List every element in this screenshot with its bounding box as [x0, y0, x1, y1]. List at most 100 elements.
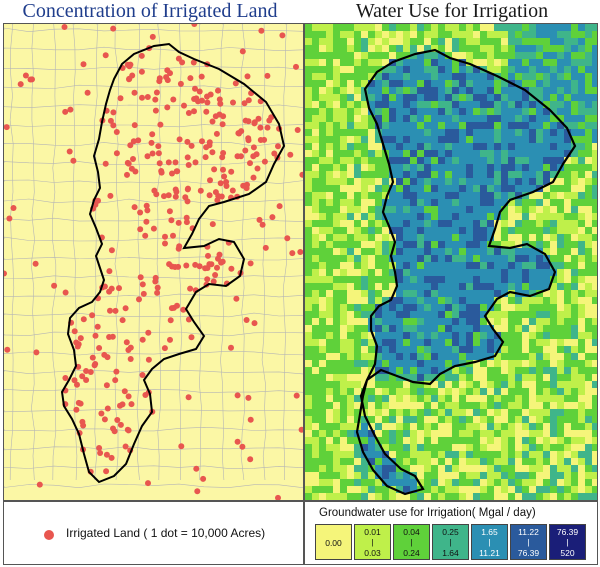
water-use-cell [424, 108, 432, 116]
water-use-cell [536, 227, 544, 235]
water-use-cell [389, 241, 397, 249]
water-use-cell [571, 493, 579, 500]
water-use-cell [431, 465, 439, 473]
water-use-cell [578, 451, 586, 459]
water-use-cell [557, 374, 565, 382]
irrigated-land-dot [298, 426, 303, 433]
water-use-cell [473, 115, 481, 123]
water-use-cell [494, 248, 502, 256]
water-use-cell [438, 395, 446, 403]
water-use-cell [354, 444, 362, 452]
irrigated-land-dot [107, 117, 114, 124]
water-use-cell [571, 227, 579, 235]
water-use-cell [529, 227, 537, 235]
water-use-cell [543, 185, 551, 193]
legend-class-separator: | [410, 537, 413, 547]
water-use-cell [347, 395, 355, 403]
water-use-cell [466, 227, 474, 235]
water-use-cell [340, 136, 348, 144]
water-use-cell [410, 423, 418, 431]
irrigated-land-dot [89, 354, 96, 361]
irrigated-land-dot [211, 166, 218, 173]
water-use-cell [361, 192, 369, 200]
water-use-cell [466, 430, 474, 438]
water-use-cell [592, 444, 597, 452]
water-use-cell [326, 318, 334, 326]
water-use-cell [354, 297, 362, 305]
water-use-cell [410, 465, 418, 473]
water-use-cell [445, 318, 453, 326]
water-use-cell [424, 157, 432, 165]
water-use-cell [550, 318, 558, 326]
water-use-cell [382, 73, 390, 81]
county-line [4, 256, 303, 261]
county-line [4, 331, 303, 337]
water-use-cell [480, 234, 488, 242]
water-use-cell [536, 108, 544, 116]
water-use-cell [368, 227, 376, 235]
water-use-cell [494, 262, 502, 270]
water-use-cell [592, 31, 597, 39]
water-use-cell [312, 192, 320, 200]
water-use-cell [403, 255, 411, 263]
water-use-cell [522, 234, 530, 242]
water-use-cell [536, 276, 544, 284]
water-use-cell [424, 150, 432, 158]
water-use-cell [515, 108, 523, 116]
water-use-cell [305, 122, 313, 130]
irrigated-land-dot [212, 189, 219, 196]
water-use-cell [389, 423, 397, 431]
water-use-cell [326, 220, 334, 228]
water-use-cell [452, 115, 460, 123]
water-use-cell [424, 52, 432, 60]
water-use-cell [326, 227, 334, 235]
irrigated-land-dot [243, 317, 250, 323]
irrigated-land-dot [122, 305, 129, 312]
water-use-cell [557, 388, 565, 396]
county-line [93, 24, 99, 481]
water-use-cell [326, 458, 334, 466]
water-use-cell [508, 220, 516, 228]
water-use-cell [508, 297, 516, 305]
irrigated-land-dot [144, 207, 151, 214]
water-use-cell [431, 31, 439, 39]
water-use-cell [305, 178, 313, 186]
water-use-cell [410, 318, 418, 326]
water-use-cell [501, 122, 509, 130]
water-use-cell [459, 150, 467, 158]
water-use-cell [410, 241, 418, 249]
water-use-cell [494, 38, 502, 46]
water-use-cell [529, 451, 537, 459]
water-use-cell [550, 52, 558, 60]
water-use-cell [368, 332, 376, 340]
water-use-cell [438, 31, 446, 39]
water-use-cell [319, 430, 327, 438]
water-use-cell [361, 353, 369, 361]
water-use-cell [403, 38, 411, 46]
water-use-cell [515, 199, 523, 207]
water-use-cell [536, 486, 544, 494]
water-use-cell [403, 451, 411, 459]
water-use-cell [564, 395, 572, 403]
county-line [136, 24, 141, 481]
water-use-cell [382, 164, 390, 172]
water-use-cell [459, 220, 467, 228]
water-use-cell [333, 31, 341, 39]
water-use-cell [487, 416, 495, 424]
water-use-cell [585, 381, 593, 389]
water-use-cell [305, 451, 313, 459]
water-use-cell [508, 346, 516, 354]
water-use-cell [543, 24, 551, 32]
water-use-cell [396, 185, 404, 193]
water-use-cell [536, 304, 544, 312]
water-use-cell [333, 381, 341, 389]
water-use-cell [466, 444, 474, 452]
water-use-cell [557, 332, 565, 340]
water-use-cell [319, 458, 327, 466]
irrigated-land-dot [130, 156, 136, 162]
water-use-cell [354, 248, 362, 256]
water-use-cell [396, 262, 404, 270]
water-use-cell [487, 360, 495, 368]
water-use-cell [312, 269, 320, 277]
water-use-cell [354, 318, 362, 326]
